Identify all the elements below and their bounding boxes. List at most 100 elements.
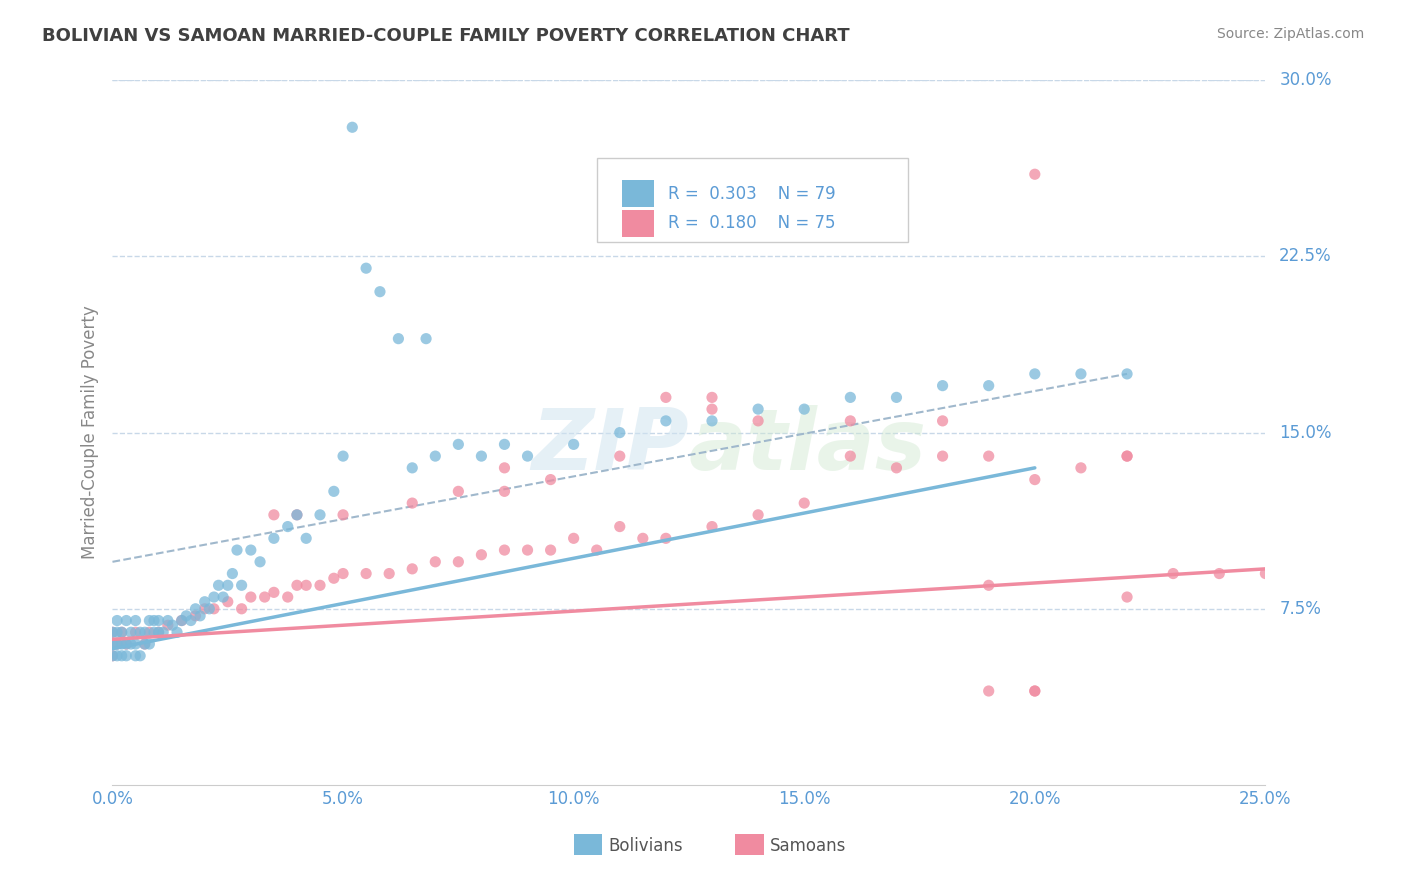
Point: [747, 414, 769, 428]
Point: [401, 496, 423, 510]
Text: Source: ZipAtlas.com: Source: ZipAtlas.com: [1216, 27, 1364, 41]
Point: [105, 637, 128, 651]
Point: [138, 637, 160, 651]
Point: [977, 578, 1000, 592]
Point: [839, 414, 862, 428]
Point: [562, 532, 585, 546]
Point: [609, 449, 631, 463]
Point: [886, 390, 908, 404]
Point: [1024, 167, 1046, 181]
Point: [226, 543, 249, 558]
Point: [585, 543, 607, 558]
Point: [239, 590, 262, 604]
Point: [101, 648, 124, 663]
Point: [342, 120, 364, 135]
Point: [354, 566, 377, 581]
Point: [1116, 590, 1139, 604]
Point: [747, 402, 769, 417]
Point: [143, 625, 166, 640]
Point: [194, 601, 217, 615]
Point: [156, 618, 179, 632]
Point: [401, 562, 423, 576]
Point: [609, 519, 631, 533]
Point: [105, 625, 128, 640]
Point: [184, 601, 207, 615]
Text: R =  0.303    N = 79: R = 0.303 N = 79: [668, 185, 835, 202]
Point: [115, 637, 138, 651]
Point: [322, 484, 344, 499]
Text: 22.5%: 22.5%: [1279, 247, 1331, 266]
Point: [231, 601, 253, 615]
Point: [309, 578, 332, 592]
Point: [1024, 367, 1046, 381]
Text: 7.5%: 7.5%: [1279, 599, 1322, 618]
Point: [1070, 367, 1092, 381]
Point: [263, 508, 285, 522]
Text: atlas: atlas: [689, 405, 927, 488]
Point: [134, 637, 156, 651]
Point: [425, 555, 447, 569]
Point: [170, 614, 193, 628]
Point: [401, 460, 423, 475]
Point: [217, 578, 239, 592]
Point: [1208, 566, 1230, 581]
Point: [129, 648, 152, 663]
Point: [239, 543, 262, 558]
Point: [494, 484, 516, 499]
Point: [309, 508, 332, 522]
Point: [148, 625, 170, 640]
Point: [494, 543, 516, 558]
Point: [931, 414, 953, 428]
Point: [977, 684, 1000, 698]
Point: [655, 532, 678, 546]
Point: [105, 637, 128, 651]
Text: R =  0.180    N = 75: R = 0.180 N = 75: [668, 214, 835, 232]
Point: [143, 614, 166, 628]
Point: [105, 614, 128, 628]
Bar: [574, 834, 603, 855]
Point: [931, 378, 953, 392]
Point: [1161, 566, 1184, 581]
Point: [134, 625, 156, 640]
Point: [322, 571, 344, 585]
Point: [188, 608, 211, 623]
Point: [111, 637, 134, 651]
Point: [198, 601, 221, 615]
Point: [747, 214, 769, 228]
Point: [631, 532, 654, 546]
Point: [700, 402, 723, 417]
Point: [124, 625, 146, 640]
Point: [332, 566, 354, 581]
Point: [202, 590, 225, 604]
Text: 30.0%: 30.0%: [1279, 71, 1331, 89]
Point: [148, 614, 170, 628]
Point: [839, 449, 862, 463]
Point: [124, 637, 146, 651]
Point: [378, 566, 401, 581]
Point: [253, 590, 276, 604]
Point: [540, 473, 562, 487]
Point: [101, 625, 124, 640]
Point: [368, 285, 391, 299]
Point: [105, 648, 128, 663]
Point: [609, 425, 631, 440]
Point: [1024, 684, 1046, 698]
Point: [111, 648, 134, 663]
Point: [447, 484, 470, 499]
Point: [285, 578, 308, 592]
Point: [212, 590, 235, 604]
Text: Samoans: Samoans: [769, 837, 846, 855]
Point: [166, 625, 188, 640]
Point: [174, 608, 197, 623]
Point: [170, 614, 193, 628]
Point: [115, 637, 138, 651]
Point: [1254, 566, 1277, 581]
Point: [231, 578, 253, 592]
Bar: [735, 834, 763, 855]
Point: [1116, 367, 1139, 381]
Point: [562, 437, 585, 451]
Point: [184, 608, 207, 623]
Point: [747, 508, 769, 522]
Point: [931, 449, 953, 463]
Bar: [621, 210, 654, 236]
